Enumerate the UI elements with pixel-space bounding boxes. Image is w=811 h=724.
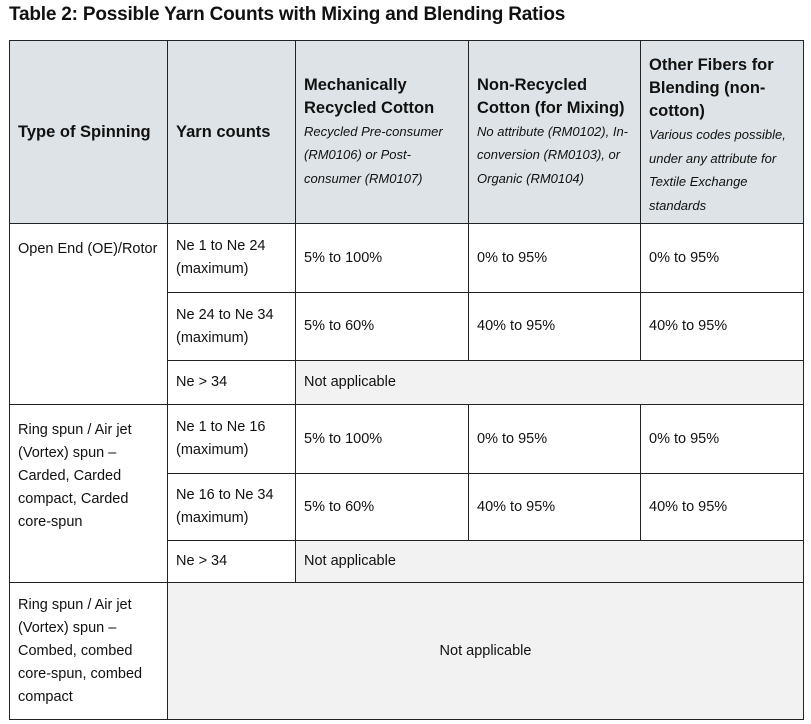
- yarn-count: Ne > 34: [167, 540, 296, 583]
- header-recycled-cotton: Mechanically Recycled Cotton Recycled Pre…: [295, 40, 469, 224]
- not-applicable-cell: Not applicable: [167, 582, 804, 720]
- header-label: Non-Recycled Cotton (for Mixing): [477, 75, 625, 117]
- cell: 40% to 95%: [468, 473, 641, 541]
- table-title: Table 2: Possible Yarn Counts with Mixin…: [9, 4, 566, 25]
- yarn-count: Ne 1 to Ne 16 (maximum): [167, 404, 296, 474]
- cell: 40% to 95%: [640, 473, 804, 541]
- table-row: Ne > 34 Not applicable: [10, 360, 804, 405]
- cell: 0% to 95%: [468, 404, 641, 474]
- header-sub: No attribute (RM0102), In-conversion (RM…: [477, 123, 629, 186]
- yarn-count: Ne 16 to Ne 34 (maximum): [167, 473, 296, 541]
- header-type-of-spinning: Type of Spinning: [9, 40, 168, 224]
- table-row: Ring spun / Air jet (Vortex) spun – Comb…: [9, 582, 804, 720]
- cell: 40% to 95%: [640, 292, 804, 361]
- cell: 0% to 95%: [640, 404, 804, 474]
- cell: 5% to 60%: [295, 473, 469, 541]
- cell: 5% to 60%: [295, 292, 469, 361]
- table-row: Ring spun / Air jet (Vortex) spun – Card…: [9, 404, 804, 583]
- yarn-counts-table: Type of Spinning Yarn counts Mechanicall…: [9, 40, 804, 720]
- header-row: Type of Spinning Yarn counts Mechanicall…: [9, 40, 804, 224]
- table-row: Ne > 34 Not applicable: [10, 540, 804, 583]
- header-label: Mechanically Recycled Cotton: [304, 75, 435, 117]
- cell: 5% to 100%: [295, 223, 469, 293]
- table-row: Open End (OE)/Rotor Ne 1 to Ne 24 (maxim…: [9, 223, 804, 405]
- header-non-recycled-cotton: Non-Recycled Cotton (for Mixing) No attri…: [468, 40, 641, 224]
- cell: 5% to 100%: [295, 404, 469, 474]
- yarn-count: Ne 1 to Ne 24 (maximum): [167, 223, 296, 293]
- table-row: Ne 24 to Ne 34 (maximum) 5% to 60% 40% t…: [10, 292, 804, 361]
- header-other-fibers: Other Fibers for Blending (non-cotton) Va…: [640, 40, 804, 224]
- yarn-count: Ne > 34: [167, 360, 296, 405]
- header-yarn-counts: Yarn counts: [167, 40, 296, 224]
- cell: 0% to 95%: [468, 223, 641, 293]
- header-sub: Recycled Pre-consumer (RM0106) or Post-c…: [304, 123, 443, 186]
- cell: 40% to 95%: [468, 292, 641, 361]
- not-applicable-cell: Not applicable: [295, 540, 804, 583]
- header-label: Other Fibers for Blending (non-cotton): [649, 56, 774, 120]
- spinning-type: Ring spun / Air jet (Vortex) spun – Comb…: [9, 582, 168, 720]
- yarn-count: Ne 24 to Ne 34 (maximum): [167, 292, 296, 361]
- cell: 0% to 95%: [640, 223, 804, 293]
- table-row: Ne 16 to Ne 34 (maximum) 5% to 60% 40% t…: [10, 473, 804, 541]
- not-applicable-cell: Not applicable: [295, 360, 804, 405]
- spinning-type: Open End (OE)/Rotor: [9, 223, 168, 405]
- header-sub: Various codes possible, under any attrib…: [649, 127, 786, 213]
- spinning-type: Ring spun / Air jet (Vortex) spun – Card…: [9, 404, 168, 583]
